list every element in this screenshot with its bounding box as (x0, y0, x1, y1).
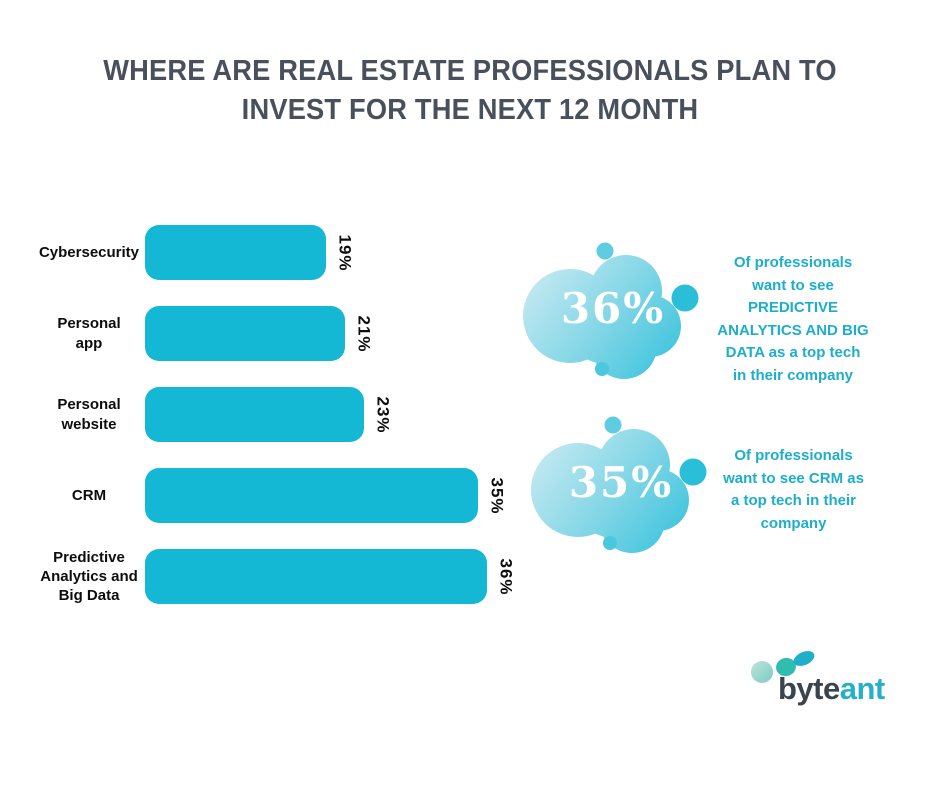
stat-percentage: 35% (568, 458, 674, 507)
stat-description-crm: Of professionals want to see CRM as a to… (723, 447, 864, 532)
stat-percentage: 36% (560, 284, 666, 333)
logo-dot-light-icon (751, 661, 773, 683)
bar-row-crm: CRM 35% (33, 468, 525, 523)
page-title: WHERE ARE REAL ESTATE PROFESSIONALS PLAN… (103, 55, 837, 127)
bar-value-label: 35% (487, 476, 507, 515)
bar-value-box: 35% (478, 468, 516, 523)
bar-row-personal-website: Personal website 23% (33, 387, 525, 442)
bar-row-predictive-analytics: Predictive Analytics and Big Data 36% (33, 549, 525, 604)
blob-shape-icon (523, 242, 699, 379)
bar-category-label: CRM (71, 486, 107, 504)
logo-wordmark-byte: byte (778, 671, 840, 706)
bar-category-label: Cybersecurity (38, 243, 140, 261)
bar-row-cybersecurity: Cybersecurity 19% (33, 225, 525, 280)
bar-crm (145, 468, 478, 523)
stat-blob-big-data: 36% (516, 234, 716, 399)
bar-personal-app (145, 306, 345, 361)
logo-wordmark-ant: ant (839, 671, 886, 706)
bar-value-box: 19% (326, 225, 364, 280)
bar-cybersecurity (145, 225, 326, 280)
bar-personal-website (145, 387, 364, 442)
bar-category-label: Predictive Analytics and Big Data (40, 548, 138, 605)
stat-blob-crm: 35% (524, 408, 724, 573)
bar-value-label: 23% (373, 395, 393, 434)
bar-value-label: 21% (354, 314, 374, 353)
bar-value-box: 36% (487, 549, 525, 604)
bar-chart: Cybersecurity 19% Personal app 21% Perso… (33, 225, 525, 630)
bar-value-box: 21% (345, 306, 383, 361)
bar-predictive-analytics (145, 549, 487, 604)
bar-row-personal-app: Personal app 21% (33, 306, 525, 361)
byteant-logo: byteant (748, 648, 908, 712)
logo-wordmark: byteant (778, 671, 886, 706)
bar-value-label: 36% (497, 557, 516, 596)
stat-description-big-data: Of professionals want to see PREDICTIVE … (717, 254, 869, 384)
bar-value-label: 19% (335, 233, 355, 272)
bar-value-box: 23% (364, 387, 402, 442)
bar-category-label: Personal website (57, 396, 121, 433)
bar-category-label: Personal app (57, 315, 121, 352)
blob-shape-icon (531, 416, 707, 553)
